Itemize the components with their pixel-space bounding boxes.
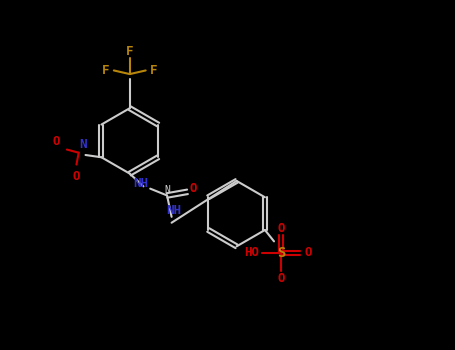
Text: S: S: [277, 246, 285, 260]
Text: O: O: [277, 222, 284, 235]
Text: F: F: [102, 64, 110, 77]
Text: O: O: [52, 135, 60, 148]
Text: NH: NH: [166, 203, 181, 217]
Text: HO: HO: [244, 246, 259, 259]
Text: NH: NH: [134, 177, 149, 190]
Text: O: O: [189, 182, 197, 195]
Text: O: O: [304, 246, 312, 259]
Text: N: N: [80, 138, 87, 151]
Text: N: N: [164, 184, 170, 195]
Text: O: O: [73, 170, 80, 183]
Text: F: F: [126, 45, 133, 58]
Text: O: O: [277, 272, 284, 285]
Text: F: F: [150, 64, 157, 77]
